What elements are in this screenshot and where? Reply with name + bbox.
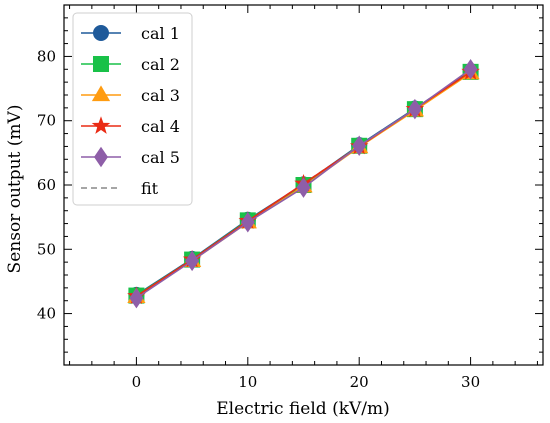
- x-axis-label: Electric field (kV/m): [216, 399, 390, 419]
- legend-item: fit: [81, 179, 159, 198]
- legend-item: cal 4: [81, 116, 180, 136]
- data-point: [407, 98, 422, 120]
- x-tick-label: 10: [238, 373, 257, 391]
- y-tick-label: 70: [37, 112, 56, 130]
- legend-label: cal 1: [141, 24, 180, 43]
- legend-item: cal 5: [81, 146, 180, 168]
- y-axis-label: Sensor output (mV): [5, 105, 25, 274]
- y-tick-label: 60: [37, 176, 56, 194]
- x-tick-label: 30: [461, 373, 480, 391]
- legend-label: cal 4: [141, 117, 180, 136]
- data-point: [129, 287, 144, 309]
- legend-item: cal 2: [81, 55, 180, 74]
- y-tick-label: 50: [37, 240, 56, 258]
- legend-label: cal 2: [141, 55, 180, 74]
- legend-label: cal 5: [141, 148, 180, 167]
- legend-marker: [91, 116, 111, 134]
- legend-marker: [94, 146, 108, 168]
- legend-label: fit: [141, 179, 159, 198]
- legend-item: cal 1: [81, 24, 180, 43]
- legend-item: cal 3: [81, 85, 180, 105]
- legend-marker: [93, 56, 109, 72]
- legend-marker: [91, 85, 111, 102]
- series-5: [129, 59, 478, 309]
- y-tick-label: 40: [37, 305, 56, 323]
- x-tick-label: 0: [132, 373, 142, 391]
- legend: cal 1 cal 2 cal 3 cal 4 cal 5 fit: [72, 12, 193, 206]
- data-point: [352, 135, 367, 157]
- y-tick-label: 80: [37, 47, 56, 65]
- legend-label: cal 3: [141, 86, 180, 105]
- series-layer: [127, 59, 480, 309]
- ticks-layer: 0 10 20 30 40 50 60 70 80: [37, 4, 543, 391]
- legend-marker: [93, 25, 109, 41]
- data-point: [463, 59, 478, 80]
- data-point: [240, 212, 255, 233]
- data-point: [185, 250, 200, 272]
- x-tick-label: 20: [350, 373, 369, 391]
- data-point: [296, 177, 311, 198]
